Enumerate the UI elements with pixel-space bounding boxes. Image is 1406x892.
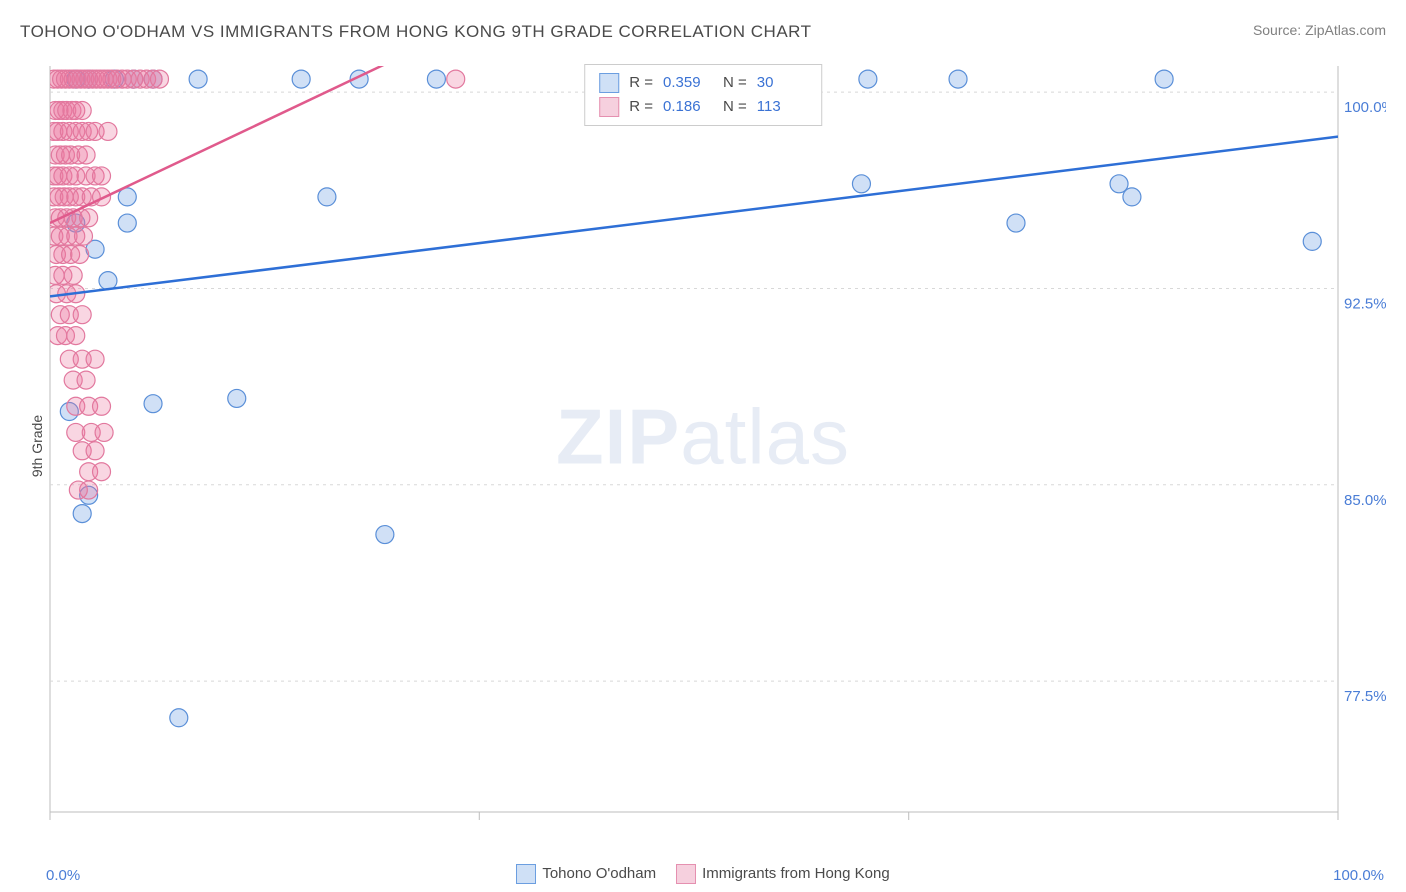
source-link[interactable]: ZipAtlas.com	[1305, 22, 1386, 38]
svg-text:100.0%: 100.0%	[1344, 99, 1386, 116]
legend-item: Tohono O'odham	[516, 864, 656, 884]
scatter-chart: 77.5% 85.0% 92.5% 100.0%	[42, 58, 1386, 836]
data-point	[93, 397, 111, 415]
data-point	[99, 272, 117, 290]
data-point	[77, 146, 95, 164]
data-point	[1303, 232, 1321, 250]
data-point	[86, 442, 104, 460]
data-point	[852, 175, 870, 193]
data-point	[427, 70, 445, 88]
data-point	[64, 266, 82, 284]
data-point	[71, 245, 89, 263]
legend-swatch	[599, 73, 619, 93]
legend-label: Tohono O'odham	[542, 865, 656, 882]
data-point	[376, 526, 394, 544]
data-point	[447, 70, 465, 88]
stats-legend-box: R = 0.359 N = 30 R = 0.186 N = 113	[584, 64, 822, 126]
data-point	[69, 481, 87, 499]
stat-r-value: 0.186	[663, 95, 713, 119]
svg-text:77.5%: 77.5%	[1344, 688, 1386, 705]
legend-swatch	[599, 97, 619, 117]
legend-label: Immigrants from Hong Kong	[702, 865, 890, 882]
data-point	[99, 122, 117, 140]
stats-row: R = 0.186 N = 113	[599, 95, 807, 119]
data-point	[949, 70, 967, 88]
svg-text:92.5%: 92.5%	[1344, 295, 1386, 312]
data-point	[170, 709, 188, 727]
stat-r-label: R =	[629, 71, 653, 95]
svg-text:85.0%: 85.0%	[1344, 492, 1386, 509]
source-prefix: Source:	[1253, 22, 1305, 38]
data-point	[144, 395, 162, 413]
data-point	[74, 227, 92, 245]
stat-n-label: N =	[723, 95, 747, 119]
data-point	[93, 463, 111, 481]
plot-container: 77.5% 85.0% 92.5% 100.0%	[42, 58, 1386, 836]
source-label: Source: ZipAtlas.com	[1253, 22, 1386, 38]
chart-title: TOHONO O'ODHAM VS IMMIGRANTS FROM HONG K…	[20, 22, 812, 42]
legend-item: Immigrants from Hong Kong	[676, 864, 890, 884]
data-point	[95, 423, 113, 441]
data-point	[80, 209, 98, 227]
data-point	[1007, 214, 1025, 232]
stat-n-value: 113	[757, 95, 807, 119]
stat-r-label: R =	[629, 95, 653, 119]
data-point	[86, 350, 104, 368]
legend-swatch	[516, 864, 536, 884]
data-point	[73, 505, 91, 523]
data-point	[189, 70, 207, 88]
bottom-legend: Tohono O'odham Immigrants from Hong Kong	[0, 864, 1406, 884]
data-point	[292, 70, 310, 88]
data-point	[318, 188, 336, 206]
data-point	[93, 167, 111, 185]
data-point	[228, 389, 246, 407]
data-point	[1123, 188, 1141, 206]
data-point	[77, 371, 95, 389]
legend-swatch	[676, 864, 696, 884]
stats-row: R = 0.359 N = 30	[599, 71, 807, 95]
regression-line	[50, 137, 1338, 297]
data-point	[1155, 70, 1173, 88]
data-point	[67, 327, 85, 345]
stat-r-value: 0.359	[663, 71, 713, 95]
stat-n-value: 30	[757, 71, 807, 95]
data-point	[150, 70, 168, 88]
data-point	[73, 306, 91, 324]
data-point	[118, 214, 136, 232]
data-point	[73, 101, 91, 119]
data-point	[859, 70, 877, 88]
stat-n-label: N =	[723, 71, 747, 95]
